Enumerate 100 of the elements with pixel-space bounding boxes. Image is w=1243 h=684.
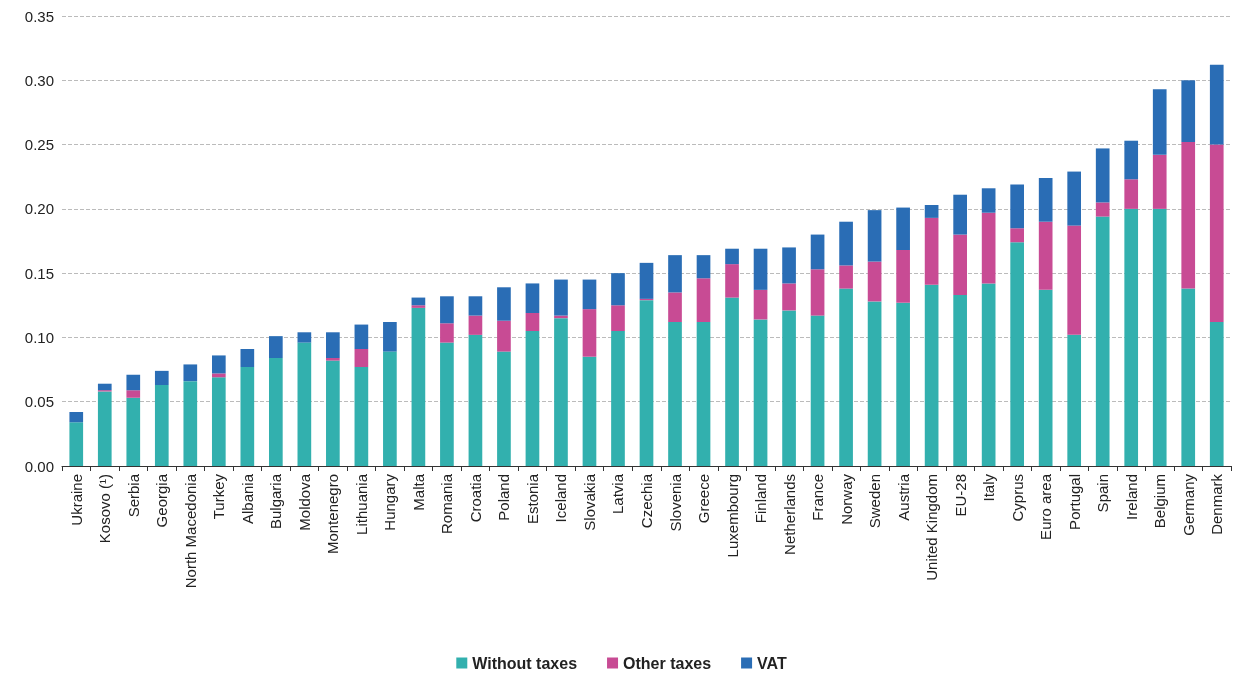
bar (810, 234, 825, 270)
x-tick-label: Cyprus (1008, 474, 1026, 522)
x-tick-label: Finland (752, 474, 770, 524)
bar (354, 324, 369, 349)
x-tick-label: Latvia (609, 473, 627, 515)
bar (411, 305, 426, 308)
bar (154, 385, 169, 466)
y-tick-label: 0.10 (24, 328, 54, 346)
bar (1010, 228, 1024, 243)
bar (1124, 140, 1139, 180)
y-tick-label: 0.25 (24, 136, 54, 154)
bar (725, 297, 739, 466)
bar (981, 188, 996, 213)
bar (924, 217, 939, 285)
bar (497, 351, 511, 466)
bar (1124, 179, 1139, 209)
bar (953, 295, 967, 466)
bar (1124, 208, 1139, 466)
bar (383, 322, 397, 352)
bar (867, 261, 882, 302)
bar (69, 422, 84, 466)
y-tick-label: 0.20 (24, 200, 54, 218)
x-tick-label: Serbia (124, 473, 142, 518)
bar (896, 302, 910, 466)
bar (211, 355, 226, 374)
bar (1067, 334, 1082, 466)
bar (411, 307, 426, 466)
bar (981, 283, 996, 466)
x-tick-label: Netherlands (780, 474, 798, 555)
bar (1209, 322, 1224, 466)
bar (269, 358, 283, 466)
x-tick-label: Poland (495, 474, 513, 521)
y-tick-label: 0.05 (24, 393, 54, 411)
bar (611, 305, 625, 331)
bar (1181, 142, 1196, 289)
bar (297, 342, 312, 466)
bar (981, 212, 996, 284)
x-tick-label: Belgium (1151, 474, 1169, 529)
x-tick-label: France (809, 474, 827, 521)
x-tick-label: Lithuania (352, 473, 370, 535)
bar (896, 207, 910, 250)
bar (183, 364, 198, 382)
bar (297, 332, 312, 343)
bar (639, 262, 654, 299)
bar (183, 381, 198, 466)
x-tick-label: EU-28 (951, 474, 969, 517)
bar (839, 221, 853, 266)
bar (696, 255, 711, 279)
bar (326, 360, 340, 466)
bar (1095, 148, 1110, 203)
bar (725, 264, 739, 298)
bar (126, 397, 141, 466)
bar (240, 367, 255, 466)
bar (896, 250, 910, 303)
bar (782, 310, 796, 466)
bar (126, 374, 141, 391)
bar (582, 309, 597, 357)
bar (211, 373, 226, 378)
bar (468, 296, 483, 316)
bar (753, 248, 768, 290)
bar (69, 412, 84, 423)
bar (326, 358, 340, 361)
bar (839, 288, 853, 466)
x-tick-label: Croatia (466, 473, 484, 523)
bar (867, 301, 882, 466)
bar (582, 356, 597, 466)
bar (1152, 89, 1167, 155)
y-tick-label: 0.35 (24, 7, 54, 25)
bar (1067, 171, 1082, 226)
bar (782, 283, 796, 311)
x-tick-label: Slovakia (580, 473, 598, 531)
bar (97, 383, 112, 391)
bar (354, 349, 369, 367)
bar (1095, 216, 1110, 466)
bar (953, 234, 967, 295)
x-tick-label: Luxembourg (723, 474, 741, 558)
bar (753, 289, 768, 320)
legend-label: Without taxes (472, 654, 578, 672)
legend-label: Other taxes (623, 654, 712, 672)
x-tick-label: Italy (980, 473, 998, 502)
bar (1038, 221, 1053, 290)
bar (383, 351, 397, 466)
bar (668, 292, 682, 322)
bar (468, 334, 483, 466)
bar (497, 287, 511, 321)
bar (126, 390, 141, 398)
bar (668, 322, 682, 466)
bar (240, 349, 255, 367)
bar (97, 391, 112, 466)
bar (1181, 80, 1196, 142)
x-tick-label: Ireland (1122, 474, 1140, 520)
x-tick-label: Austria (894, 473, 912, 521)
x-tick-label: North Macedonia (181, 473, 199, 589)
bar (1209, 144, 1224, 322)
bar (696, 278, 711, 322)
bar (810, 269, 825, 316)
bar (639, 300, 654, 466)
bar (1095, 202, 1110, 217)
x-tick-label: Portugal (1065, 474, 1083, 530)
bar (839, 265, 853, 289)
